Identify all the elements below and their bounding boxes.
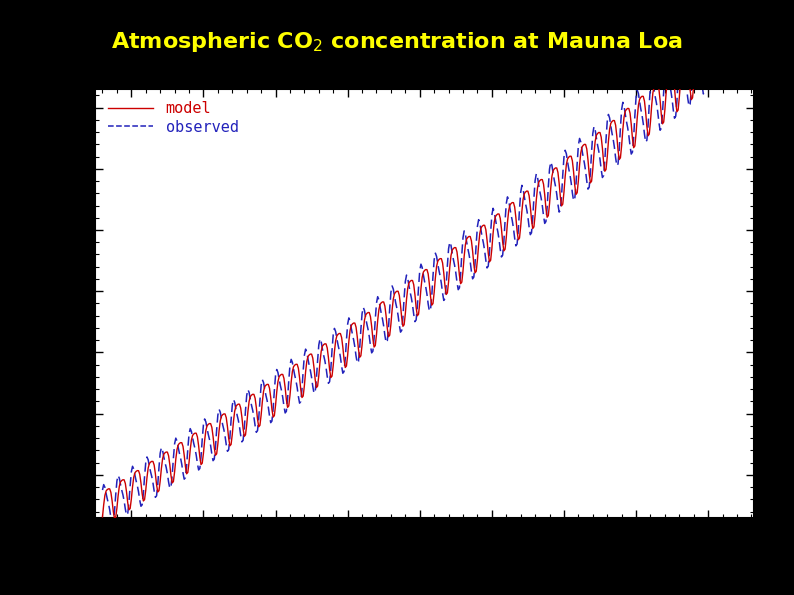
observed (98, 487, 107, 494)
model (542, 205, 551, 212)
model (561, 161, 571, 168)
observed (279, 403, 289, 410)
model (746, 32, 756, 39)
model (738, 5, 748, 12)
observed (542, 218, 551, 225)
model (98, 513, 107, 521)
model (279, 375, 289, 382)
observed (314, 342, 324, 349)
observed (105, 506, 114, 513)
observed (561, 150, 571, 157)
Line: observed: observed (102, 0, 751, 524)
Line: model: model (102, 9, 751, 519)
model (314, 372, 324, 379)
observed (746, 0, 756, 1)
observed (676, 49, 685, 57)
observed (107, 520, 117, 527)
model (676, 77, 685, 84)
model (110, 515, 119, 522)
model (105, 486, 114, 493)
Text: Atmospheric CO$_2$ concentration at Mauna Loa: Atmospheric CO$_2$ concentration at Maun… (111, 30, 683, 54)
Legend: model, observed: model, observed (103, 97, 243, 139)
